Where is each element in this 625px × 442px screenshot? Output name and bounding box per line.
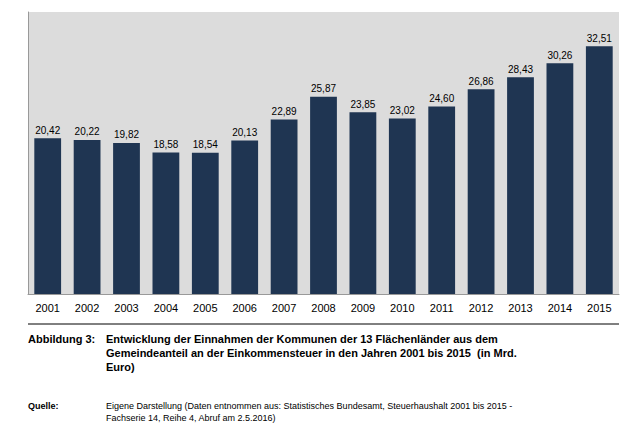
svg-text:2011: 2011 bbox=[430, 302, 454, 314]
svg-text:30,26: 30,26 bbox=[547, 50, 572, 61]
svg-text:25,87: 25,87 bbox=[311, 83, 336, 94]
svg-text:Fachserie 14, Reihe 4, Abruf a: Fachserie 14, Reihe 4, Abruf am 2.5.2016… bbox=[106, 413, 276, 423]
svg-text:32,51: 32,51 bbox=[587, 33, 612, 44]
svg-text:24,60: 24,60 bbox=[429, 93, 454, 104]
svg-text:2006: 2006 bbox=[232, 302, 256, 314]
svg-text:18,58: 18,58 bbox=[153, 139, 178, 150]
svg-text:19,82: 19,82 bbox=[114, 129, 139, 140]
svg-text:Eigene Darstellung (Daten entn: Eigene Darstellung (Daten entnommen aus:… bbox=[106, 401, 512, 411]
svg-text:Quelle:: Quelle: bbox=[28, 401, 59, 411]
svg-text:20,22: 20,22 bbox=[75, 126, 100, 137]
svg-text:28,43: 28,43 bbox=[508, 64, 533, 75]
svg-text:2004: 2004 bbox=[154, 302, 178, 314]
svg-text:2003: 2003 bbox=[114, 302, 138, 314]
svg-text:2002: 2002 bbox=[75, 302, 99, 314]
svg-text:22,89: 22,89 bbox=[272, 106, 297, 117]
svg-text:2014: 2014 bbox=[548, 302, 572, 314]
svg-text:18,54: 18,54 bbox=[193, 139, 218, 150]
svg-text:2009: 2009 bbox=[351, 302, 375, 314]
svg-text:2008: 2008 bbox=[311, 302, 335, 314]
svg-text:Gemeindeanteil an der Einkomme: Gemeindeanteil an der Einkommensteuer in… bbox=[106, 347, 517, 359]
svg-text:2005: 2005 bbox=[193, 302, 217, 314]
svg-text:2015: 2015 bbox=[587, 302, 611, 314]
svg-text:Entwicklung der Einnahmen der: Entwicklung der Einnahmen der Kommunen d… bbox=[106, 333, 498, 345]
svg-text:Euro): Euro) bbox=[106, 361, 135, 373]
svg-text:2012: 2012 bbox=[469, 302, 493, 314]
svg-text:23,85: 23,85 bbox=[350, 99, 375, 110]
svg-text:Abbildung 3:: Abbildung 3: bbox=[28, 333, 95, 345]
svg-text:2001: 2001 bbox=[35, 302, 59, 314]
svg-text:26,86: 26,86 bbox=[469, 76, 494, 87]
svg-text:20,42: 20,42 bbox=[35, 125, 60, 136]
svg-text:2007: 2007 bbox=[272, 302, 296, 314]
svg-text:23,02: 23,02 bbox=[390, 105, 415, 116]
svg-text:20,13: 20,13 bbox=[232, 127, 257, 138]
svg-text:2010: 2010 bbox=[390, 302, 414, 314]
svg-text:2013: 2013 bbox=[508, 302, 532, 314]
